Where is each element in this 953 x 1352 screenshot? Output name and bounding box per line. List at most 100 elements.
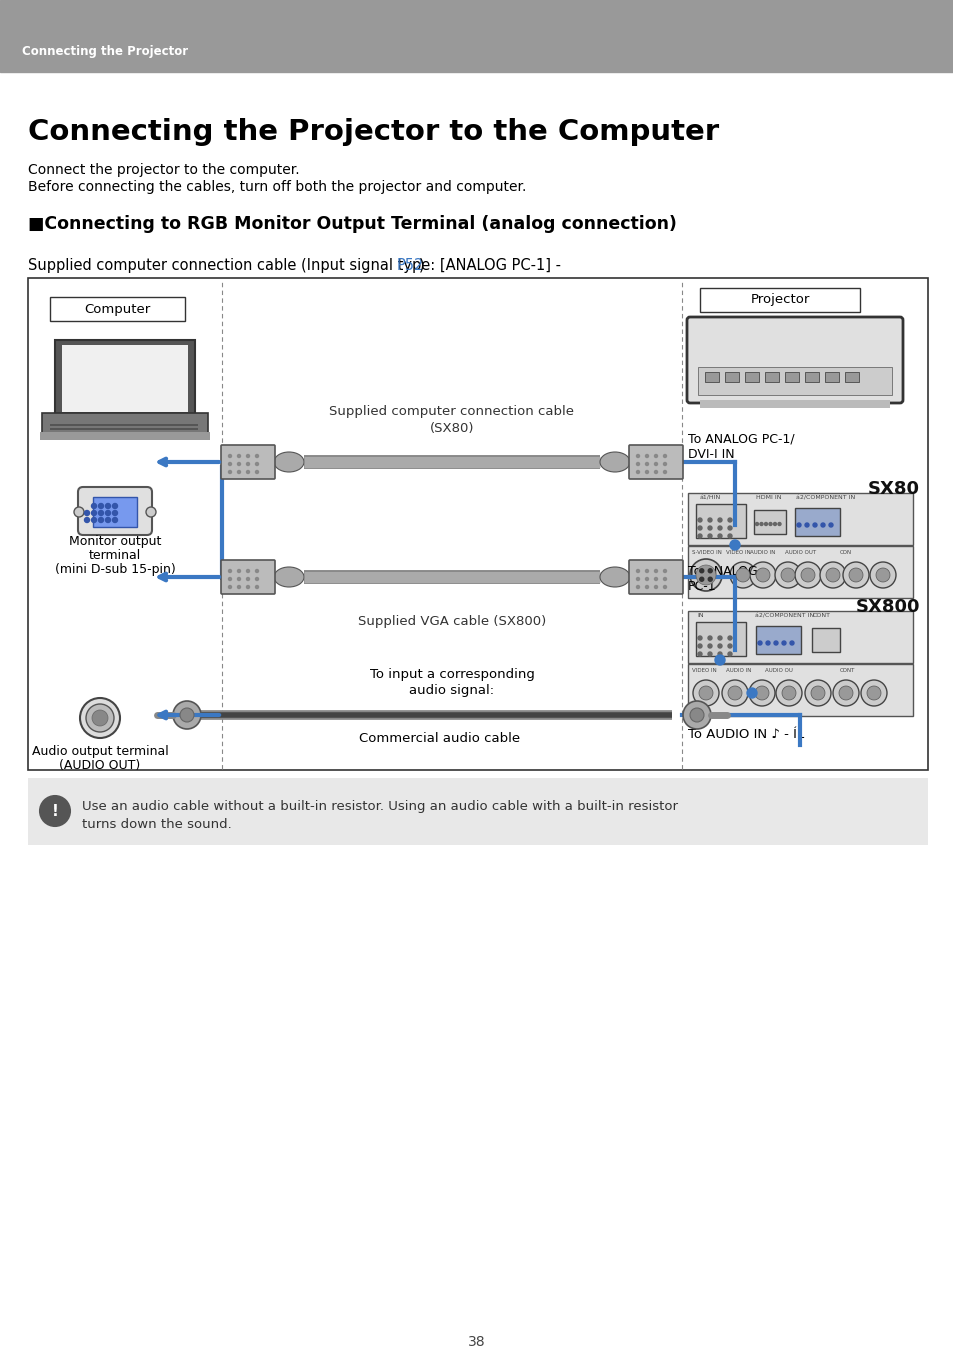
Text: To ANALOG: To ANALOG (687, 565, 757, 579)
Circle shape (707, 518, 711, 522)
Bar (28, 279, 927, 771)
Circle shape (707, 534, 711, 538)
FancyBboxPatch shape (221, 445, 274, 479)
Circle shape (654, 569, 657, 572)
Bar (744, 372, 759, 383)
Text: AUDIO IN: AUDIO IN (725, 668, 751, 673)
Text: turns down the sound.: turns down the sound. (82, 818, 232, 831)
Circle shape (246, 454, 250, 457)
Circle shape (636, 585, 639, 588)
Circle shape (838, 685, 852, 700)
Text: Use an audio cable without a built-in resistor. Using an audio cable with a buil: Use an audio cable without a built-in re… (82, 800, 678, 813)
Bar (696, 504, 745, 538)
Circle shape (861, 680, 886, 706)
Circle shape (748, 680, 774, 706)
Circle shape (172, 700, 201, 729)
Bar (811, 627, 840, 652)
Circle shape (654, 577, 657, 580)
Text: AUDIO OU: AUDIO OU (764, 668, 792, 673)
Circle shape (698, 652, 701, 656)
Circle shape (781, 685, 795, 700)
Bar (764, 372, 779, 383)
Text: Projector: Projector (749, 293, 809, 307)
Circle shape (80, 698, 120, 738)
Circle shape (729, 539, 740, 550)
Circle shape (237, 454, 240, 457)
Circle shape (246, 462, 250, 465)
Circle shape (229, 569, 232, 572)
Text: Audio output terminal: Audio output terminal (31, 745, 168, 758)
Text: terminal: terminal (89, 549, 141, 562)
Circle shape (696, 565, 716, 585)
Circle shape (714, 654, 724, 665)
Circle shape (727, 652, 731, 656)
Circle shape (662, 454, 666, 457)
Circle shape (869, 562, 895, 588)
Circle shape (237, 577, 240, 580)
Circle shape (755, 568, 769, 581)
Circle shape (718, 526, 721, 530)
Circle shape (718, 644, 721, 648)
Circle shape (645, 462, 648, 465)
Bar (50, 416, 200, 423)
Circle shape (721, 680, 747, 706)
Circle shape (229, 454, 232, 457)
Circle shape (774, 562, 801, 588)
Bar (0, 0, 953, 72)
Circle shape (255, 577, 258, 580)
Circle shape (146, 507, 156, 516)
Circle shape (689, 708, 703, 722)
Circle shape (749, 562, 775, 588)
Text: P52: P52 (396, 258, 424, 273)
Ellipse shape (274, 566, 304, 587)
Bar (687, 546, 912, 598)
Circle shape (98, 511, 103, 515)
Bar (700, 400, 889, 408)
Bar (687, 611, 912, 662)
Circle shape (698, 526, 701, 530)
Circle shape (727, 685, 741, 700)
FancyBboxPatch shape (628, 560, 682, 594)
Circle shape (781, 568, 794, 581)
Ellipse shape (599, 452, 629, 472)
Circle shape (727, 644, 731, 648)
Text: AUDIO IN: AUDIO IN (749, 550, 775, 556)
Circle shape (796, 523, 801, 527)
Circle shape (229, 462, 232, 465)
Text: HDMI IN: HDMI IN (755, 495, 781, 500)
Bar (704, 372, 719, 383)
Text: Before connecting the cables, turn off both the projector and computer.: Before connecting the cables, turn off b… (28, 180, 526, 193)
Circle shape (727, 518, 731, 522)
Circle shape (662, 585, 666, 588)
Circle shape (91, 710, 108, 726)
Circle shape (828, 523, 832, 527)
FancyBboxPatch shape (78, 487, 152, 535)
Bar (28, 777, 927, 845)
Circle shape (794, 562, 821, 588)
Circle shape (698, 644, 701, 648)
Circle shape (246, 569, 250, 572)
Circle shape (754, 685, 768, 700)
Text: ): ) (418, 258, 424, 273)
Circle shape (654, 470, 657, 473)
Text: IN: IN (697, 612, 703, 618)
Circle shape (654, 585, 657, 588)
Circle shape (707, 577, 712, 581)
Circle shape (707, 644, 711, 648)
Circle shape (106, 503, 111, 508)
Circle shape (718, 518, 721, 522)
Circle shape (645, 585, 648, 588)
Circle shape (735, 568, 749, 581)
Circle shape (645, 577, 648, 580)
Circle shape (773, 522, 776, 526)
Text: Supplied computer connection cable (Input signal type: [ANALOG PC-1] -: Supplied computer connection cable (Inpu… (28, 258, 565, 273)
Text: Computer: Computer (84, 303, 150, 315)
Text: VIDEO IN: VIDEO IN (691, 668, 716, 673)
Circle shape (662, 577, 666, 580)
Ellipse shape (274, 452, 304, 472)
Bar (824, 372, 838, 383)
Circle shape (682, 700, 710, 729)
Circle shape (820, 562, 845, 588)
Circle shape (636, 577, 639, 580)
Bar (755, 626, 801, 654)
